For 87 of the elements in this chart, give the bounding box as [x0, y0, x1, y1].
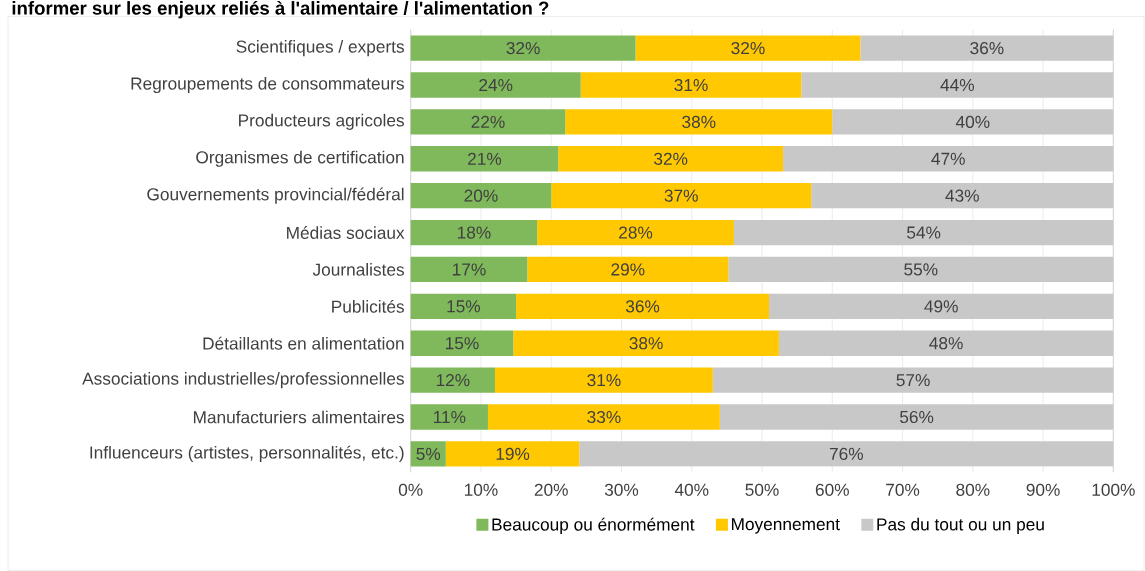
bar [410, 330, 514, 356]
x-tick-label: 0% [398, 483, 423, 496]
data-label: 5% [416, 447, 441, 460]
x-tick-label: 80% [956, 483, 990, 496]
data-label: 32% [654, 152, 688, 165]
bar [516, 293, 770, 319]
x-tick-label: 20% [534, 483, 568, 496]
y-tick-label: Scientifiques / experts [236, 40, 405, 57]
chart-title: informer sur les enjeux reliés à l'alimentaire / l'alimentation ? [12, 0, 549, 19]
bar [410, 109, 566, 135]
bar [565, 109, 833, 135]
bar [551, 182, 812, 209]
bar [410, 146, 559, 172]
x-tick-label: 100% [1092, 483, 1135, 496]
data-label: 33% [587, 410, 621, 424]
bar [410, 367, 495, 393]
x-tick-label: 70% [886, 483, 920, 496]
data-label: 40% [955, 115, 990, 128]
data-label: 47% [931, 152, 965, 165]
data-label: 56% [900, 410, 934, 424]
data-label: 57% [896, 374, 930, 387]
data-label: 37% [664, 189, 698, 202]
data-label: 19% [496, 447, 530, 460]
x-tick-label: 10% [464, 483, 498, 496]
bar [410, 35, 636, 61]
y-tick-label: Organismes de certification [196, 150, 404, 167]
legend-label: Pas du tout ou un peu [877, 517, 1044, 534]
y-tick-label: Producteurs agricoles [239, 113, 404, 130]
y-tick-label: Médias sociaux [287, 226, 405, 239]
bar [495, 367, 713, 393]
x-tick-label: 40% [674, 483, 709, 496]
bar [513, 330, 779, 356]
y-tick-label: Regroupements de consommateurs [131, 76, 404, 94]
data-label: 11% [434, 410, 466, 424]
bar [410, 256, 528, 283]
y-tick-label: Manufacturiers alimentaires [193, 410, 404, 424]
data-label: 36% [625, 300, 660, 313]
data-label: 20% [464, 189, 498, 202]
bar [580, 72, 802, 98]
y-tick-label: Gouvernements provincial/fédéral [147, 187, 404, 204]
data-label: 54% [907, 226, 941, 239]
legend-label: Moyennement [731, 518, 840, 534]
x-tick-label: 90% [1026, 483, 1060, 496]
data-label: 49% [924, 300, 958, 313]
data-label: 15% [446, 337, 479, 350]
y-tick-label: Publicités [332, 299, 405, 313]
y-tick-label: Associations industrielles/professionnelles [82, 372, 404, 389]
bar [558, 146, 784, 172]
bar [537, 219, 734, 246]
bar [410, 293, 517, 319]
data-label: 29% [611, 263, 645, 276]
data-label: 31% [587, 373, 621, 387]
y-tick-label: Détaillants en alimentation [203, 336, 404, 350]
x-tick-label: 50% [745, 483, 779, 496]
data-label: 55% [904, 263, 938, 276]
data-label: 28% [619, 226, 653, 239]
data-label: 44% [940, 78, 975, 92]
data-label: 12% [436, 374, 470, 387]
data-label: 32% [506, 41, 540, 55]
data-label: 24% [479, 78, 513, 92]
bar [527, 256, 729, 283]
y-tick-label: Influenceurs (artistes, personnalités, etc.) [90, 445, 404, 463]
bar [410, 72, 581, 98]
data-label: 38% [629, 337, 663, 350]
data-label: 32% [731, 41, 765, 55]
data-label: 38% [682, 115, 716, 128]
x-tick-label: 60% [815, 483, 849, 496]
bar [445, 441, 580, 467]
y-tick-label: Journalistes [312, 263, 405, 276]
legend-label: Beaucoup ou énormément [492, 517, 695, 535]
data-label: 43% [945, 189, 979, 202]
data-label: 48% [929, 337, 963, 350]
data-label: 76% [829, 447, 863, 460]
data-label: 17% [453, 263, 486, 276]
x-tick-label: 30% [604, 483, 639, 496]
bar [410, 404, 488, 430]
data-label: 36% [970, 41, 1004, 55]
data-label: 21% [468, 152, 502, 165]
bar [487, 404, 720, 430]
bar [410, 219, 538, 246]
bar [410, 441, 446, 467]
bar [635, 35, 861, 61]
bar [410, 182, 552, 209]
data-label: 18% [457, 226, 491, 239]
data-label: 31% [674, 78, 708, 92]
data-label: 22% [471, 115, 505, 128]
data-label: 15% [447, 300, 481, 313]
